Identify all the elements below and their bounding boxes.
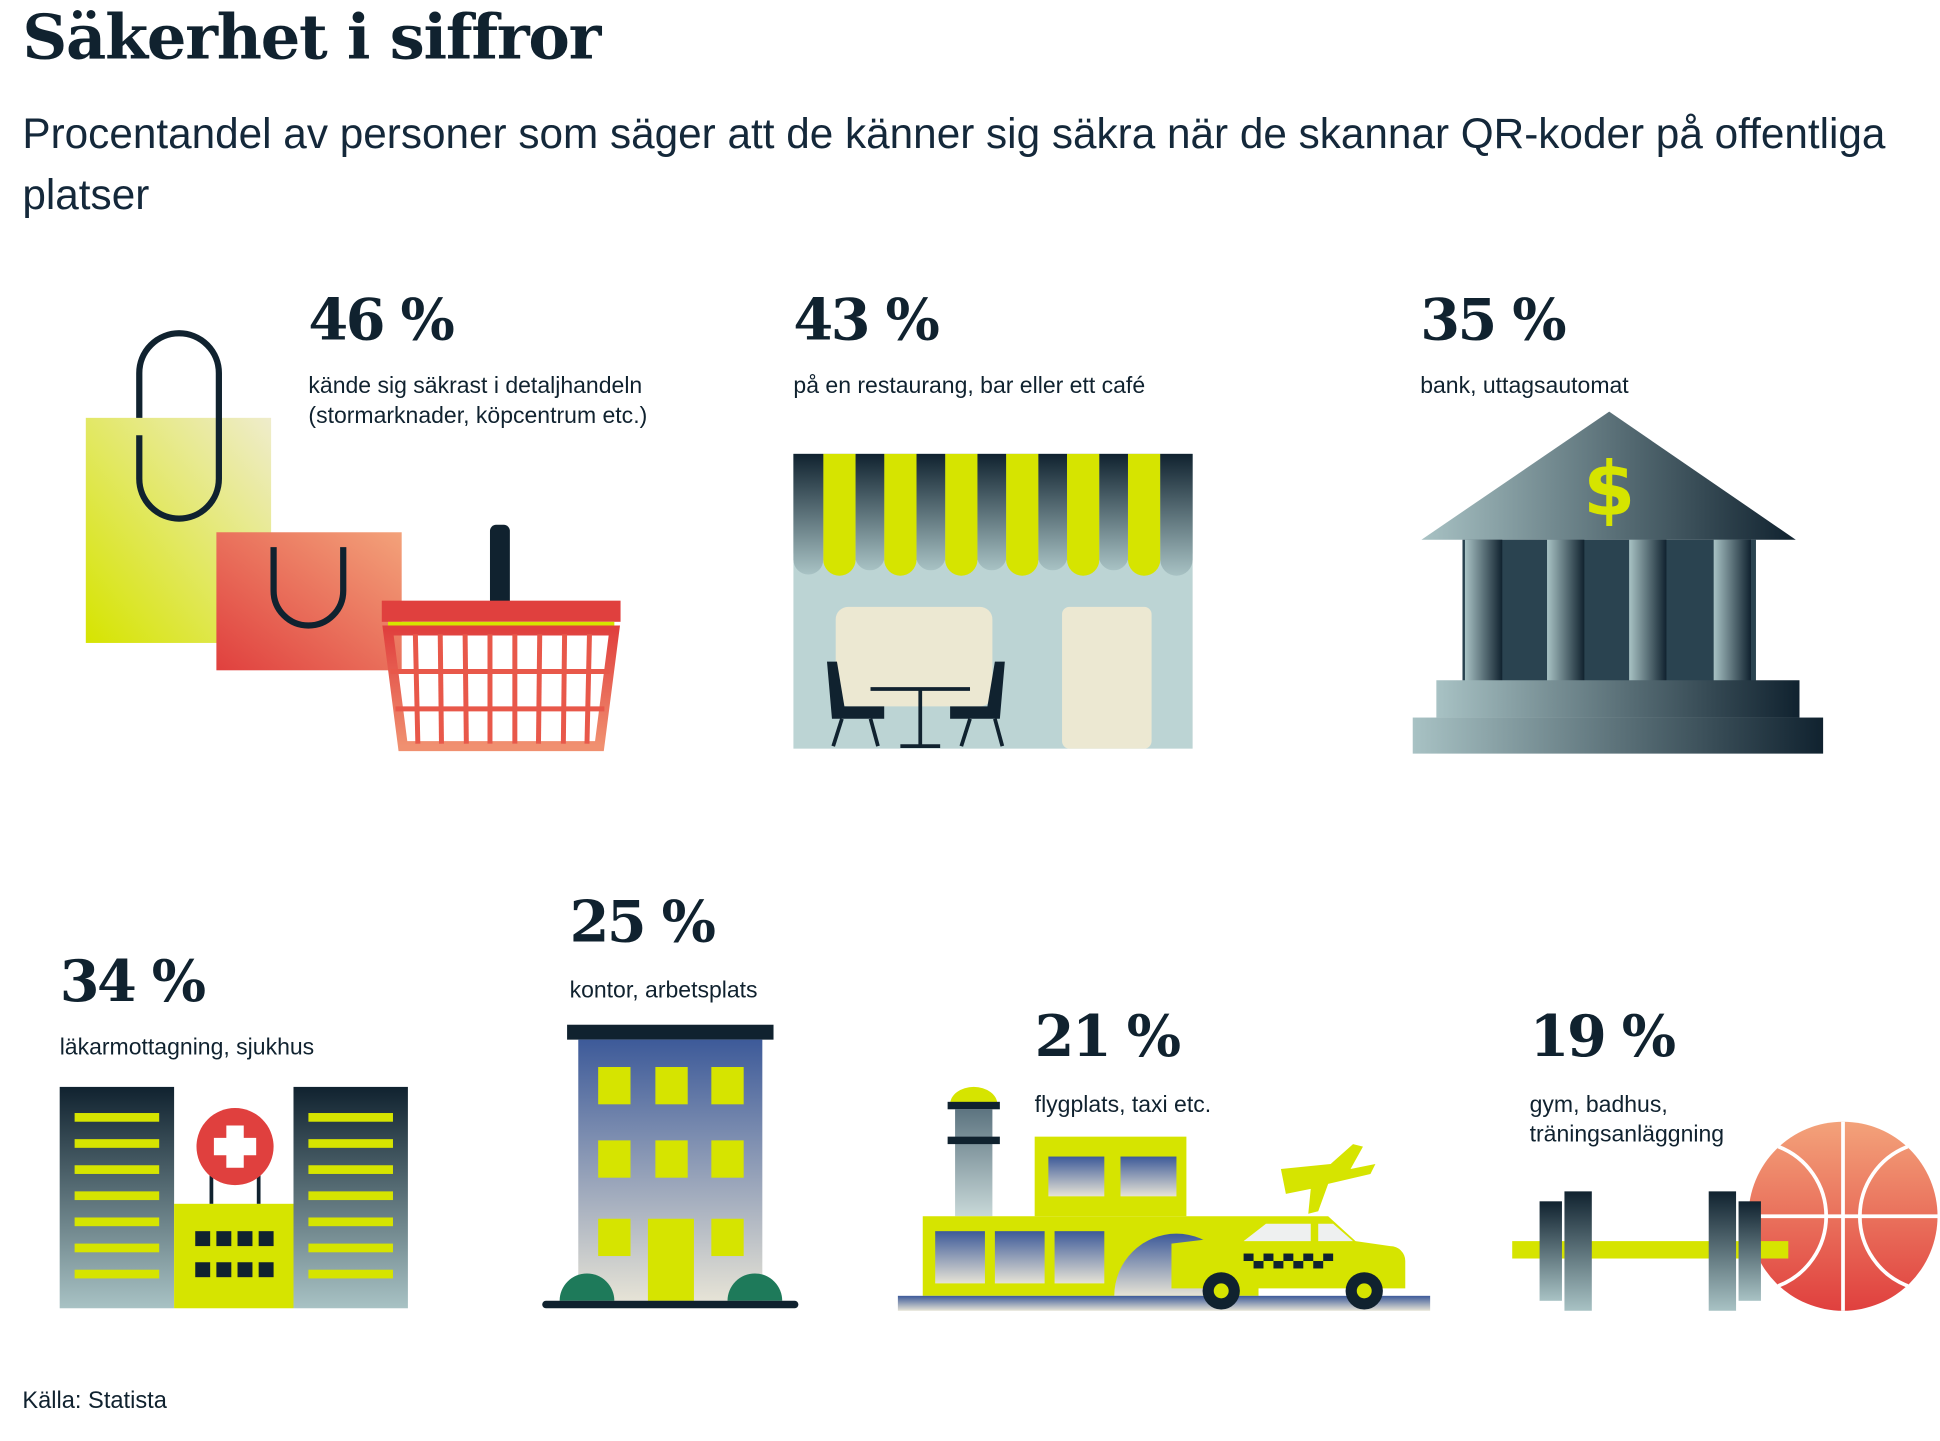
source-note: Källa: Statista: [22, 1387, 167, 1414]
stat-value-hospital: 34 %: [59, 947, 206, 1015]
stat-label-office: kontor, arbetsplats: [570, 975, 758, 1005]
label-line: kontor, arbetsplats: [569, 976, 758, 1003]
stat-label-gym: gym, badhus, träningsanläggning: [1530, 1089, 1724, 1149]
label-line: flygplats, taxi etc.: [1034, 1090, 1212, 1117]
label-line: på en restaurang, bar eller ett café: [793, 371, 1146, 398]
stat-value-retail: 46 %: [308, 286, 454, 354]
stat-label-bank: bank, uttagsautomat: [1420, 371, 1628, 401]
page-title: Säkerhet i siffror: [22, 0, 601, 74]
stat-label-airport: flygplats, taxi etc.: [1035, 1089, 1211, 1119]
airport-taxi-icon: [897, 1086, 1431, 1311]
dumbbell-ball-icon: [1512, 1121, 1938, 1311]
stat-label-restaurant: på en restaurang, bar eller ett café: [793, 371, 1145, 401]
office-building-icon: [542, 1024, 799, 1309]
stat-value-gym: 19 %: [1529, 1002, 1676, 1070]
label-line: kände sig säkrast i detaljhandeln: [308, 371, 643, 398]
label-line: träningsanläggning: [1529, 1120, 1725, 1147]
label-line: bank, uttagsautomat: [1420, 371, 1629, 398]
shopping-bags-basket-icon: [85, 330, 621, 752]
stat-value-office: 25 %: [569, 887, 716, 956]
svg-text:$: $: [1583, 446, 1635, 533]
cafe-storefront-icon: [793, 453, 1193, 749]
hospital-icon: [59, 1086, 408, 1309]
stat-value-bank: 35 %: [1420, 286, 1566, 354]
label-line: gym, badhus,: [1529, 1090, 1668, 1117]
subtitle: Procentandel av personer som säger att d…: [22, 110, 1886, 219]
stat-label-hospital: läkarmottagning, sjukhus: [60, 1032, 314, 1062]
bank-building-icon: $: [1412, 411, 1824, 754]
label-line: läkarmottagning, sjukhus: [59, 1033, 315, 1060]
stat-value-restaurant: 43 %: [793, 286, 939, 354]
stat-label-retail: kände sig säkrast i detaljhandeln (storm…: [308, 371, 647, 431]
label-line: (stormarknader, köpcentrum etc.): [308, 401, 648, 428]
stat-value-airport: 21 %: [1034, 1002, 1181, 1070]
